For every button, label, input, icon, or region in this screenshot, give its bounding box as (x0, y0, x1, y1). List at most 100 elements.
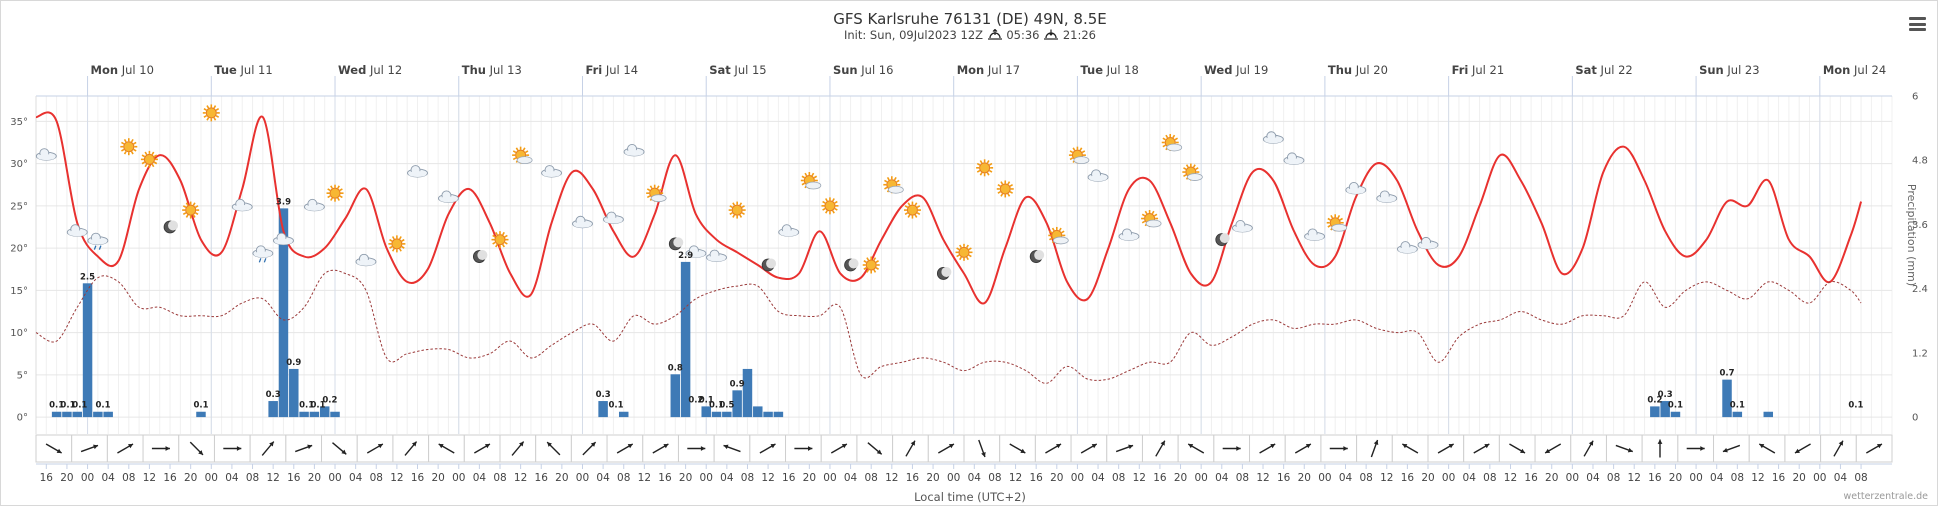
sun-ray (959, 256, 962, 261)
sun-icon (955, 243, 973, 261)
hour-label: 20 (1298, 472, 1311, 484)
sun-ray (659, 188, 663, 192)
moon-icon (1029, 250, 1045, 263)
cloud-puff (1186, 173, 1203, 181)
hour-label: 04 (1710, 472, 1724, 484)
sun-ray (801, 175, 805, 179)
sun-ray (1069, 150, 1074, 154)
sun-ray (123, 151, 127, 155)
wind-head (876, 449, 882, 455)
sun-ray (1327, 217, 1331, 221)
sun-ray (123, 138, 127, 143)
hour-label: 12 (1133, 472, 1146, 484)
cloud-fill (233, 204, 252, 211)
sun-ray (495, 244, 498, 248)
hour-label: 20 (184, 472, 197, 484)
cloud-icon (1417, 236, 1439, 250)
sun-ray (1151, 210, 1155, 215)
wind-head (1373, 440, 1379, 445)
cloud-fill (68, 230, 87, 237)
hour-label: 04 (968, 472, 982, 484)
cloud-puff (516, 156, 533, 165)
wind-head (723, 444, 729, 450)
cloud-fill (573, 221, 592, 228)
moon-icon (936, 266, 952, 280)
wind-arrow-icon (830, 443, 848, 454)
init-time: Init: Sun, 09Jul2023 12Z (844, 28, 984, 42)
grid-lines (35, 96, 1893, 434)
precip-bar (103, 411, 113, 418)
precip-bar (1722, 379, 1732, 418)
sun-ray (988, 169, 993, 173)
precip-label: 0.9 (730, 379, 745, 389)
sun-ray (1195, 167, 1199, 170)
hour-label: 04 (844, 472, 858, 484)
hour-label: 20 (803, 472, 816, 484)
wind-head (1270, 444, 1276, 449)
sun-disc (329, 187, 341, 199)
sun-ray (822, 207, 826, 211)
precip-bar (1660, 401, 1670, 418)
sun-ray (873, 269, 877, 273)
precip-bar (773, 411, 784, 418)
cloud-puff (805, 181, 822, 190)
sun-ray (389, 245, 393, 249)
cloud-fill (1089, 175, 1108, 182)
wind-head (910, 440, 915, 446)
hour-label: 04 (473, 472, 487, 484)
wind-arrow-icon (474, 443, 491, 454)
precip-label: 0.3 (266, 390, 281, 400)
wind-head (1236, 446, 1241, 451)
sun-ray (832, 198, 835, 202)
sun-ray (732, 214, 736, 218)
sun-cloud-icon (883, 176, 904, 194)
wind-arrow-icon (546, 441, 561, 456)
cloud-fill (1264, 137, 1283, 144)
sun-ray (997, 184, 1001, 187)
wind-arrow-icon (1402, 443, 1419, 454)
sun-ray (1162, 137, 1166, 141)
precip-bar (763, 411, 773, 418)
hour-label: 16 (658, 472, 672, 484)
sun-ray (389, 238, 393, 242)
sun-ray (337, 197, 340, 201)
wind-head (307, 444, 313, 450)
sun-ray (959, 244, 962, 248)
precip-bar (598, 401, 608, 418)
wind-arrow-icon (1833, 440, 1844, 457)
precip-label: 3.9 (276, 197, 291, 207)
wind-arrow-icon (1155, 440, 1166, 457)
precip-label: 2.5 (80, 272, 95, 282)
moon-icon (668, 237, 684, 251)
precip-bar (319, 406, 330, 418)
wind-arrow-icon (223, 446, 242, 451)
sun-ray (524, 150, 529, 154)
wind-head (627, 444, 633, 449)
wind-head (1091, 444, 1097, 449)
precip-bar (742, 368, 753, 418)
cloud-icon (685, 245, 707, 258)
sun-ray (1007, 181, 1011, 185)
sun-ray (649, 185, 653, 189)
wind-arrow-icon (366, 443, 384, 454)
sun-cloud-icon (1048, 226, 1069, 245)
wind-arrow-icon (1866, 443, 1883, 454)
wind-arrow-icon (1187, 443, 1205, 454)
sun-ray (986, 172, 990, 176)
wind-arrow-icon (1080, 443, 1098, 454)
precip-bar (701, 406, 711, 418)
day-name: Wed (338, 63, 366, 77)
menu-icon[interactable] (1909, 17, 1926, 31)
y-tick-left: 5° (17, 370, 28, 381)
credit-link[interactable]: wetterzentrale.de (1843, 491, 1929, 502)
sun-ray (151, 151, 155, 156)
sun-ray (153, 154, 158, 158)
sun-icon (976, 159, 994, 177)
y-tick-left: 25° (10, 201, 28, 212)
precip-bar (618, 411, 629, 418)
sun-ray (914, 202, 918, 206)
hour-label: 00 (1566, 472, 1579, 484)
sun-ray (646, 188, 651, 192)
sun-ray (192, 214, 196, 218)
